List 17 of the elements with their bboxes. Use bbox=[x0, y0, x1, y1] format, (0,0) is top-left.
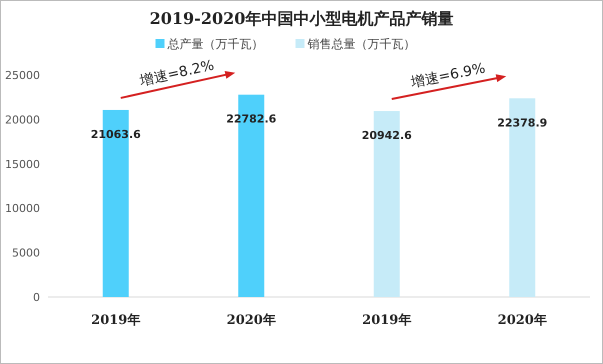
chart-title: 2019-2020年中国中小型电机产品产销量 bbox=[150, 9, 454, 28]
legend-label: 总产量（万千瓦） bbox=[166, 37, 264, 51]
x-tick-label: 2020年 bbox=[498, 313, 547, 328]
y-tick-label: 15000 bbox=[5, 158, 40, 171]
data-label: 22378.9 bbox=[497, 116, 548, 130]
y-tick-label: 20000 bbox=[5, 113, 40, 126]
x-tick-label: 2019年 bbox=[91, 313, 140, 328]
x-tick-label: 2020年 bbox=[226, 313, 276, 328]
annotation: 增速=6.9% bbox=[408, 60, 487, 92]
x-tick-label: 2019年 bbox=[362, 313, 412, 328]
data-label: 20942.6 bbox=[362, 129, 412, 142]
y-tick-label: 0 bbox=[33, 291, 40, 304]
y-tick-label: 5000 bbox=[12, 246, 40, 260]
annotation: 增速=8.2% bbox=[138, 57, 216, 90]
legend-label: 销售总量（万千瓦） bbox=[306, 37, 416, 51]
y-tick-label: 25000 bbox=[5, 69, 40, 82]
y-tick-label: 10000 bbox=[5, 202, 40, 216]
